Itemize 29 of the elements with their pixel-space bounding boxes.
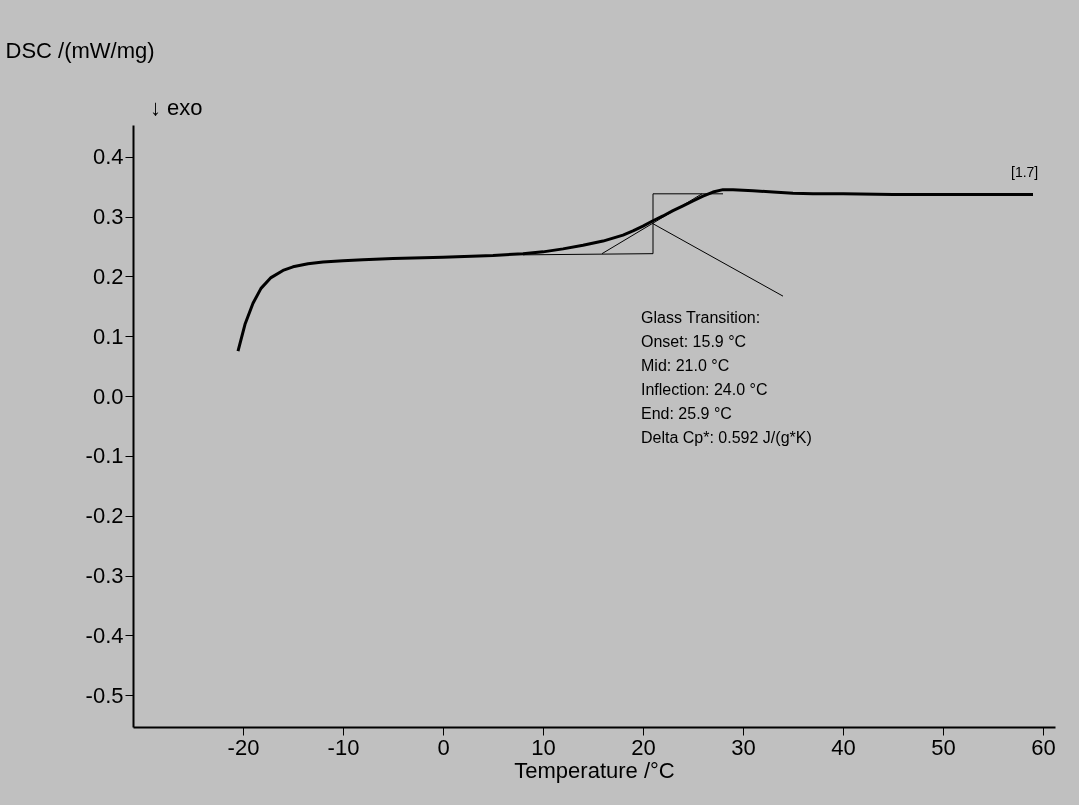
y-tick-label: 0.3	[92, 204, 124, 230]
text: ↓ exo	[150, 95, 203, 120]
x-tick-label: -10	[327, 734, 360, 760]
y-tick-label: -0.4	[85, 622, 124, 648]
y-tick-label: 0.0	[92, 383, 124, 409]
x-tick-label: 50	[931, 734, 956, 760]
y-tick-label: -0.3	[85, 563, 124, 589]
x-axis-title: Temperature /°C	[514, 757, 675, 783]
y-tick-label: -0.2	[85, 503, 124, 529]
x-tick-label: 20	[631, 734, 656, 760]
x-tick-label: 0	[437, 734, 450, 760]
annotation: Mid: 21.0 °C	[641, 357, 730, 374]
x-tick-label: 40	[831, 734, 856, 760]
y-tick-label: 0.1	[92, 323, 124, 349]
annotation: [1.7]	[1011, 164, 1039, 180]
y-tick-label: -0.1	[85, 443, 124, 469]
annotation: Onset: 15.9 °C	[641, 333, 747, 350]
y-tick-label: 0.2	[92, 263, 124, 289]
x-tick-label: 60	[1031, 734, 1056, 760]
annotation: Glass Transition:	[641, 309, 761, 326]
x-tick-label: 30	[731, 734, 756, 760]
annotation: Delta Cp*: 0.592 J/(g*K)	[641, 429, 812, 446]
y-tick-label: -0.5	[85, 682, 124, 708]
annotation: Inflection: 24.0 °C	[641, 381, 768, 398]
y-tick-label: 0.4	[92, 144, 124, 170]
x-tick-label: 10	[531, 734, 556, 760]
x-tick-label: -20	[227, 734, 260, 760]
annotation: End: 25.9 °C	[641, 405, 732, 422]
y-axis-title: DSC /(mW/mg)	[5, 37, 155, 63]
